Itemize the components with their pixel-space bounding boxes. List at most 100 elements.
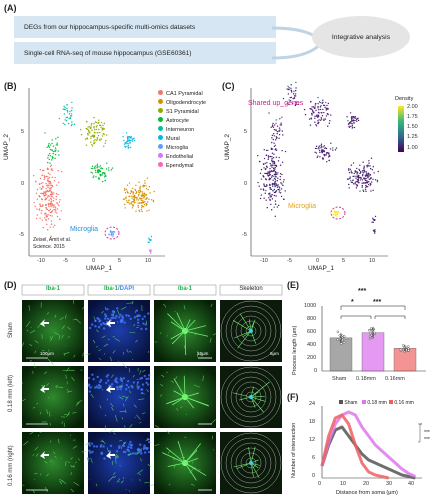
density-point (294, 89, 297, 92)
umap-point (63, 108, 66, 111)
microglia-process (133, 404, 137, 408)
umap-point (124, 145, 126, 148)
density-point (371, 221, 373, 223)
umap-point (123, 140, 125, 142)
umap-point (50, 198, 53, 200)
microglia-process (176, 408, 179, 411)
umap-point (48, 195, 50, 197)
microglia-process (44, 460, 48, 464)
umap-point (134, 189, 137, 192)
density-point (322, 99, 324, 101)
density-point (269, 188, 272, 190)
umap-point (41, 219, 43, 221)
umap-point (144, 200, 146, 203)
umap-point (39, 177, 42, 180)
dapi-nucleus (148, 440, 151, 444)
microglia-process (67, 390, 73, 393)
umap-point (50, 235, 52, 238)
umap-point (132, 187, 134, 190)
umap-point (104, 173, 106, 175)
umap-point (58, 201, 61, 203)
microglia-process (41, 384, 44, 387)
microglia-label-b: Microglia (70, 226, 99, 233)
umap-point (94, 165, 96, 167)
umap-point (69, 115, 72, 117)
microglia-process (160, 332, 162, 335)
density-point (321, 102, 323, 104)
umap-point (150, 249, 152, 251)
sholl-ring (235, 447, 267, 479)
umap-point (47, 179, 49, 182)
density-point (361, 179, 364, 181)
umap-point (94, 139, 96, 141)
umap-point (99, 138, 101, 140)
density-point (258, 185, 260, 187)
density-point (275, 190, 278, 192)
dapi-nucleus (140, 388, 143, 391)
density-point (274, 171, 277, 173)
microglia-process (122, 441, 127, 446)
umap-point (145, 194, 148, 196)
density-point (273, 135, 275, 137)
density-point (328, 153, 330, 155)
density-point (354, 115, 356, 118)
arrowhead-icon (40, 319, 49, 327)
density-point (311, 106, 313, 108)
umap-point (104, 176, 106, 178)
umap-point (98, 177, 100, 179)
microglia-process (138, 398, 145, 401)
density-point (374, 219, 376, 221)
umap-point (48, 190, 50, 193)
umap-point (48, 153, 51, 155)
microglia-process (34, 340, 39, 344)
density-point (276, 132, 278, 135)
density-point (350, 122, 352, 124)
density-point (322, 108, 324, 111)
umap-point (149, 192, 151, 194)
microglia-process (142, 392, 145, 395)
umap-point (141, 191, 144, 193)
density-point (290, 96, 293, 99)
density-point (318, 109, 320, 111)
dapi-nucleus (95, 445, 99, 448)
density-point (347, 120, 349, 122)
density-point (363, 166, 365, 169)
umap-point (129, 142, 132, 144)
umap-point (44, 191, 46, 194)
micrograph-cell (22, 300, 84, 362)
density-point (353, 116, 355, 119)
dapi-nucleus (122, 444, 126, 448)
density-point (374, 215, 377, 218)
microglia-process (98, 349, 102, 351)
density-point (268, 171, 270, 174)
umap-point (127, 144, 130, 147)
microglia-process (32, 490, 35, 494)
density-point (364, 188, 367, 191)
microglia-process (103, 343, 109, 347)
microglia-process (136, 448, 143, 451)
e-ylabel: Process length (μm) (292, 325, 298, 375)
umap-point (56, 215, 59, 218)
dapi-nucleus (107, 379, 110, 382)
microglia-branch (184, 449, 198, 464)
umap-point (92, 176, 94, 179)
umap-point (66, 104, 68, 106)
density-point (317, 114, 320, 117)
umap-point (45, 182, 47, 185)
density-point (267, 173, 269, 175)
umap-point (127, 140, 129, 143)
density-point (265, 172, 267, 175)
sholl-ring (240, 386, 262, 408)
dapi-nucleus (98, 320, 101, 323)
umap-point (124, 189, 126, 191)
umap-point (67, 122, 70, 125)
umap-point (94, 132, 96, 134)
micrograph-cell (88, 366, 150, 428)
density-point (366, 182, 368, 184)
density-point (361, 186, 363, 188)
b-ytick: 5 (21, 129, 25, 135)
density-point (372, 217, 374, 220)
density-point (361, 175, 364, 177)
scalebar-100um: 100μm (40, 351, 54, 356)
dapi-nucleus (87, 376, 91, 380)
